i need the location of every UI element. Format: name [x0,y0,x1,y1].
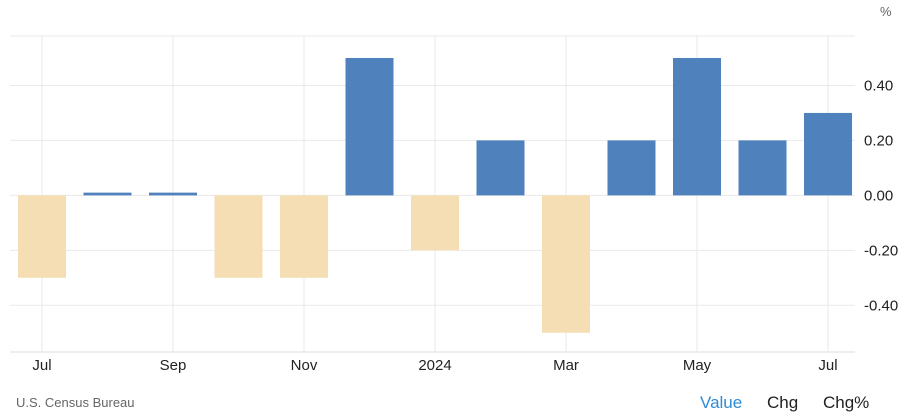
y-tick-label: -0.20 [864,242,898,259]
bar-may[interactable] [673,57,721,196]
bar-jul[interactable] [18,195,66,278]
bar-2024[interactable] [411,195,459,251]
y-tick-label: 0.20 [864,132,893,149]
x-tick-label: Mar [553,357,579,374]
unit-label: % [880,4,892,19]
x-tick-label: Sep [160,357,187,374]
y-tick-label: -0.40 [864,297,898,314]
x-tick-label: Nov [291,357,318,374]
bar-jun[interactable] [738,140,787,196]
bar-nov[interactable] [280,195,328,278]
bar-dec[interactable] [345,57,394,196]
bar-sep[interactable] [149,192,197,196]
tab-value[interactable]: Value [700,393,743,412]
x-tick-label: Jul [818,357,837,374]
bar-mar[interactable] [542,195,590,333]
grid-layer [10,35,855,353]
bar-oct[interactable] [214,195,263,278]
y-tick-label: 0.40 [864,77,893,94]
bar-chart: 0.40 0.20 0.00 -0.20 -0.40 Jul Sep Nov 2024 Mar M… [10,35,898,374]
x-tick-label: 2024 [418,357,451,374]
bar-feb[interactable] [476,140,525,196]
y-tick-label: 0.00 [864,187,893,204]
bar-aug[interactable] [83,192,132,196]
x-tick-label: May [683,357,712,374]
bar-apr[interactable] [607,140,656,196]
view-tabs: Value Chg Chg% [0,393,900,413]
x-tick-label: Jul [32,357,51,374]
x-axis: Jul Sep Nov 2024 Mar May Jul [32,357,837,374]
y-axis: 0.40 0.20 0.00 -0.20 -0.40 [864,77,898,314]
tab-chg[interactable]: Chg [767,393,799,412]
bars-layer [18,57,852,333]
source-label: U.S. Census Bureau [16,395,135,410]
bar-jul[interactable] [804,112,852,196]
tab-chg-percent[interactable]: Chg% [823,393,870,412]
